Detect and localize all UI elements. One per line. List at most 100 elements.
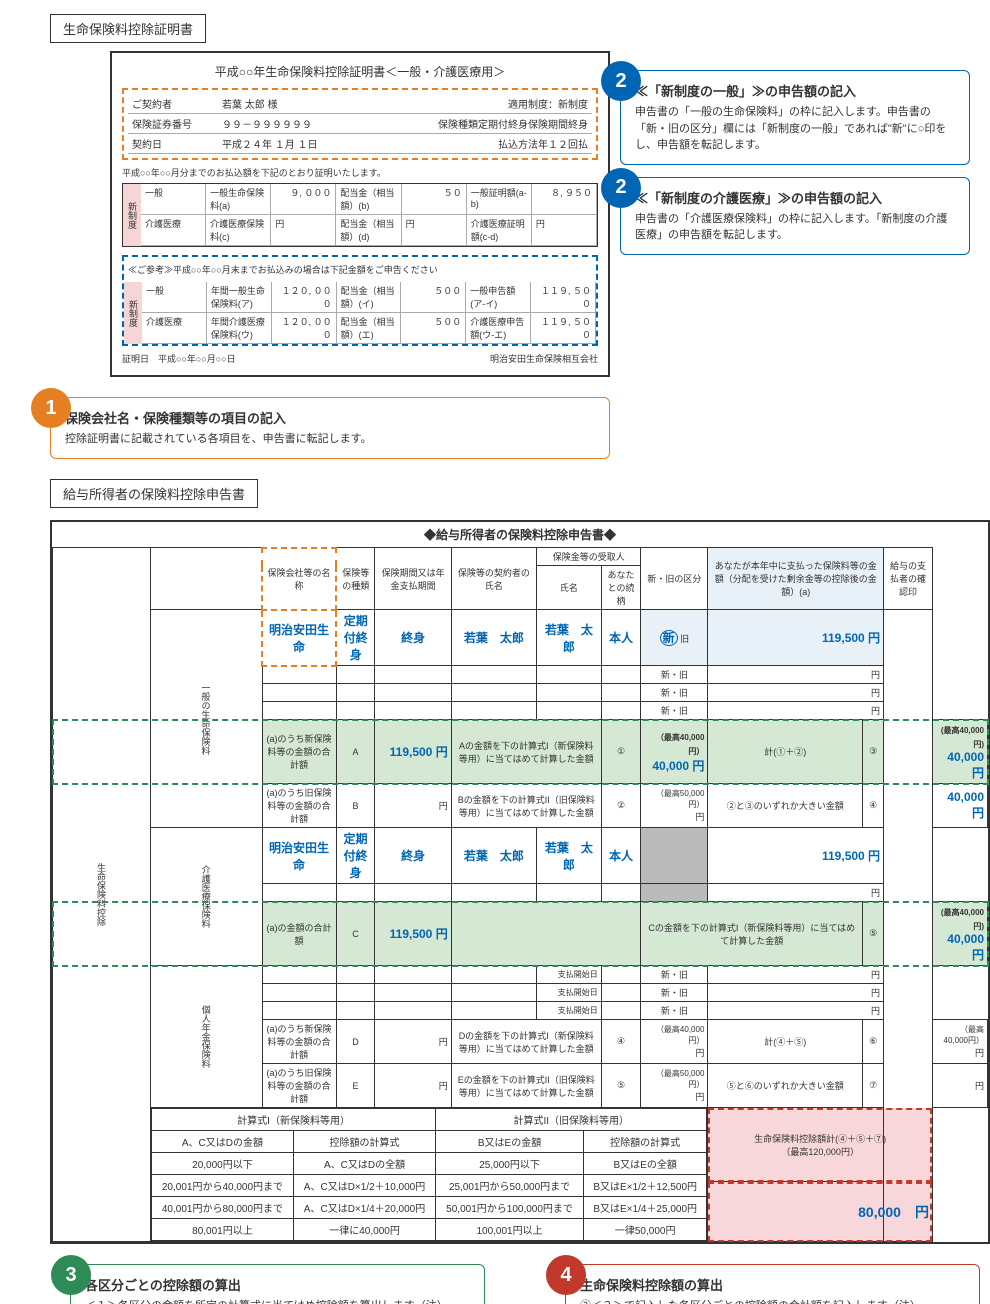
cert-cell: 年間一般生命保険料(ア) [207,282,272,312]
cell: 旧 [680,634,689,644]
calc-cell: 一律50,000円 [583,1219,706,1241]
cell: Dの金額を下の計算式I（新保険料等用）に当てはめて計算した金額 [451,1020,601,1064]
cell: 新・旧 [641,666,708,684]
calc-header: 控除額の計算式 [293,1131,435,1153]
calc-cell: A、C又はD×1/2＋10,000円 [293,1175,435,1197]
cert-label: 払込方法 [498,136,538,151]
cert-side: 新制度 [123,184,141,246]
cell: 支払開始日 [537,984,602,1002]
cert-cell: 配当金（相当額）(イ) [337,282,402,312]
callout-body: ③＜３＞で記入した各区分ごとの控除額の合計額を記入します（注）。 [580,1298,965,1304]
cell: (a)のうち旧保険料等の金額の合計額 [262,1064,336,1108]
cell: ⑥ [863,1020,884,1064]
cell: C [336,902,375,966]
cert-val: 年１２回払 [538,136,588,151]
calc-cell: 80,001円以上 [152,1219,294,1241]
cell: Cの金額を下の計算式I（新保険料等用）に当てはめて計算した金額 [641,902,863,966]
cell: ⑤ [863,902,884,966]
cert-footer-l: 証明日 平成○○年○○月○○日 [122,352,236,365]
cell: （最高40,000円） [944,1025,984,1045]
cell: 新 [660,630,678,646]
cell: ③ [863,720,884,784]
cell: 新・旧 [641,702,708,720]
cell: ②と③のいずれか大きい金額 [708,784,863,828]
cert-label: ご契約者 [132,96,222,111]
cell: 新・旧 [641,966,708,984]
side-main: 生命保険料控除 [53,548,151,1242]
callout-title: ≪「新制度の一般」≫の申告額の記入 [635,81,955,100]
cert-footer-r: 明治安田生命保険相互会社 [490,352,598,365]
callout-orange-1: 1 保険会社名・保険種類等の項目の記入 控除証明書に記載されている各項目を、申告… [50,397,610,459]
cell: (a)のうち新保険料等の金額の合計額 [262,1020,336,1064]
total-sub: （最高120,000円） [781,1147,859,1157]
cell: (最高40,000円) [941,908,984,931]
cert-label: 契約日 [132,136,222,151]
cert-note: 平成○○年○○月分までのお払込額を下記のとおり証明いたします。 [122,166,598,179]
cell: Eの金額を下の計算式II（旧保険料等用）に当てはめて計算した金額 [451,1064,601,1108]
callout-body: 申告書の「介護医療保険料」の枠に記入します。「新制度の介護医療」の申告額を転記し… [635,211,955,244]
cell: 明治安田生命 [262,828,336,884]
cert-cell: 一般生命保険料(a) [206,184,271,214]
calc-header: A、C又はDの金額 [152,1131,294,1153]
calc-header: 計算式I（新保険料等用） [152,1109,436,1131]
calc-cell: 40,001円から80,000円まで [152,1197,294,1219]
cell: B [336,784,375,828]
cert-cell: ５００ [401,282,466,312]
header: 給与の支払者の確認印 [884,548,933,610]
callout-red-1: 4 生命保険料控除額の算出 ③＜３＞で記入した各区分ごとの控除額の合計額を記入し… [565,1264,980,1304]
calc-cell: B又はE×1/2＋12,500円 [583,1175,706,1197]
cell: 119,500 [390,745,433,759]
cell: （最高50,000円） [656,1069,704,1089]
callout-title: 各区分ごとの控除額の算出 [85,1275,470,1294]
calc-cell: 25,001円から50,000円まで [436,1175,584,1197]
calc-cell: A、C又はDの全額 [293,1153,435,1175]
cert-cell: 配当金（相当額）(エ) [337,313,402,343]
cert-val: 平成２４年 １月 １日 [222,136,498,151]
header: 新・旧の区分 [641,548,708,610]
cert-cell: ８, ９５０ [532,184,597,214]
form-title: ◆給与所得者の保険料控除申告書◆ [52,522,988,547]
certificate: 平成○○年生命保険料控除証明書＜一般・介護医療用＞ ご契約者若葉 太郎 様適用制… [110,51,610,377]
cell: 支払開始日 [537,1002,602,1020]
cell: 119,500 [822,849,865,863]
cell: (a)のうち新保険料等の金額の合計額 [262,720,336,784]
cell: （最高40,000円） [656,733,704,756]
callout-number-icon: 4 [546,1255,586,1295]
cell: 119,500 [822,631,865,645]
cert-cell: 年間介護医療保険料(ウ) [207,313,272,343]
calc-cell: B又はE×1/4＋25,000円 [583,1197,706,1219]
cert-cell: ５００ [401,313,466,343]
header: 保険期間又は年金支払期間 [375,548,451,610]
deduction-form: ◆給与所得者の保険料控除申告書◆ 生命保険料控除 保険会社等の名称 保険等の種類… [50,520,990,1245]
header: 保険金等の受取人 [537,548,641,566]
calc-cell: 一律に40,000円 [293,1219,435,1241]
cell: 定期付終身 [336,828,375,884]
cert-val: 定期付終身 [478,116,528,131]
calc-cell: 20,001円から40,000円まで [152,1175,294,1197]
cell: D [336,1020,375,1064]
cell: 計(④＋⑤) [708,1020,863,1064]
cell: 40,000 [947,932,984,946]
section2-title: 給与所得者の保険料控除申告書 [50,479,258,508]
cert-cell: 配当金（相当額）(b) [336,184,401,214]
cell: 本人 [601,610,641,666]
cert-cell: １２０, ０００ [272,313,337,343]
calc-cell: 50,001円から100,000円まで [436,1197,584,1219]
callout-title: 生命保険料控除額の算出 [580,1275,965,1294]
callout-number-icon: 2 [601,61,641,101]
cell: （最高50,000円） [656,789,704,809]
cert-note2: ≪ご参考≫平成○○年○○月末までお払込みの場合は下記金額をご申告ください [124,261,596,278]
header: あなたが本年中に支払った保険料等の金額（分配を受けた剰余金等の控除後の金額）(a… [708,548,884,610]
callout-title: 保険会社名・保険種類等の項目の記入 [65,408,595,427]
calc-header: B又はEの金額 [436,1131,584,1153]
cell: 定期付終身 [336,610,375,666]
cell: ② [601,784,641,828]
side-b: 介護医療保険料 [151,828,263,966]
cell: 119,500 [390,927,433,941]
cell: 新・旧 [641,684,708,702]
cell: (最高40,000円) [941,726,984,749]
side-c: 個人年金保険料 [151,966,263,1108]
cell: 終身 [375,828,451,884]
cell: 本人 [601,828,641,884]
cell: ④ [863,784,884,828]
